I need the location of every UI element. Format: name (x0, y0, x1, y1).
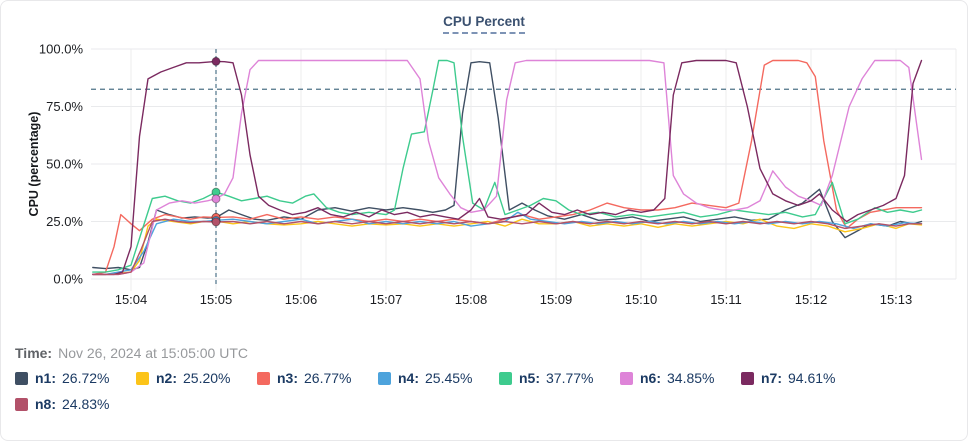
x-tick-label: 15:05 (200, 292, 233, 307)
legend-item-n3[interactable]: n3: 26.77% (257, 370, 378, 386)
y-tick-label: 100.0% (39, 42, 84, 57)
chart-title[interactable]: CPU Percent (443, 14, 525, 34)
legend-series-value: 26.72% (62, 370, 110, 386)
cpu-chart-svg[interactable]: 0.0% 25.0% 50.0% 75.0% 100.0% 15:04 15:05 15:06… (1, 1, 968, 316)
series-line-n7 (92, 59, 923, 276)
legend-item-n7[interactable]: n7: 94.61% (741, 370, 862, 386)
series-line-n3 (92, 59, 923, 276)
legend-series-value: 24.83% (62, 396, 110, 412)
y-tick-label: 0.0% (53, 272, 83, 287)
legend-series-value: 37.77% (546, 370, 594, 386)
legend-series-name: n5: (519, 370, 540, 386)
series-line-n2 (92, 218, 923, 276)
x-tick-label: 15:06 (285, 292, 318, 307)
chart-title-wrap: CPU Percent (1, 13, 967, 34)
x-tick-label: 15:07 (370, 292, 403, 307)
x-tick-label: 15:08 (455, 292, 488, 307)
time-value: Nov 26, 2024 at 15:05:00 UTC (58, 345, 248, 361)
chart-legend: n1: 26.72% n2: 25.20% n3: 26.77% n4: 25.45% n5: 3… (15, 370, 959, 412)
legend-item-n5[interactable]: n5: 37.77% (499, 370, 620, 386)
legend-item-n4[interactable]: n4: 25.45% (378, 370, 499, 386)
y-tick-label: 75.0% (46, 99, 83, 114)
legend-item-n8[interactable]: n8: 24.83% (15, 396, 136, 412)
legend-series-name: n3: (277, 370, 298, 386)
series-line-n6 (92, 59, 923, 276)
x-tick-label: 15:13 (880, 292, 913, 307)
x-tick-label: 15:12 (795, 292, 828, 307)
legend-series-name: n4: (398, 370, 419, 386)
cursor-dot-n6 (211, 194, 221, 204)
legend-series-value: 94.61% (788, 370, 836, 386)
legend-series-value: 25.20% (183, 370, 231, 386)
y-tick-label: 25.0% (46, 214, 83, 229)
y-axis-label: CPU (percentage) (27, 111, 41, 217)
legend-swatch (136, 371, 149, 385)
y-tick-label: 50.0% (46, 157, 83, 172)
legend-series-value: 34.85% (667, 370, 715, 386)
time-label: Time: (15, 345, 53, 361)
legend-item-n2[interactable]: n2: 25.20% (136, 370, 257, 386)
legend-item-n1[interactable]: n1: 26.72% (15, 370, 136, 386)
legend-swatch (741, 371, 754, 385)
legend-swatch (257, 371, 270, 385)
legend-swatch (620, 371, 633, 385)
legend-swatch (378, 371, 391, 385)
legend-series-name: n1: (35, 370, 56, 386)
legend-series-name: n7: (761, 370, 782, 386)
x-tick-label: 15:09 (540, 292, 573, 307)
cursor-dot-n7 (211, 56, 221, 66)
x-tick-label: 15:11 (710, 292, 742, 307)
series-line-n5 (92, 59, 923, 273)
legend-swatch (15, 371, 28, 385)
legend-series-name: n6: (640, 370, 661, 386)
legend-swatch (499, 371, 512, 385)
legend-series-name: n2: (156, 370, 177, 386)
x-tick-label: 15:04 (115, 292, 148, 307)
series-line-n8 (92, 218, 923, 276)
legend-item-n6[interactable]: n6: 34.85% (620, 370, 741, 386)
time-row: Time: Nov 26, 2024 at 15:05:00 UTC (15, 345, 248, 361)
legend-series-value: 25.45% (425, 370, 473, 386)
legend-series-value: 26.77% (304, 370, 352, 386)
legend-series-name: n8: (35, 396, 56, 412)
x-tick-label: 15:10 (625, 292, 658, 307)
series-line-n1 (92, 61, 923, 271)
cursor-dot-n8 (211, 217, 221, 227)
legend-swatch (15, 397, 28, 411)
